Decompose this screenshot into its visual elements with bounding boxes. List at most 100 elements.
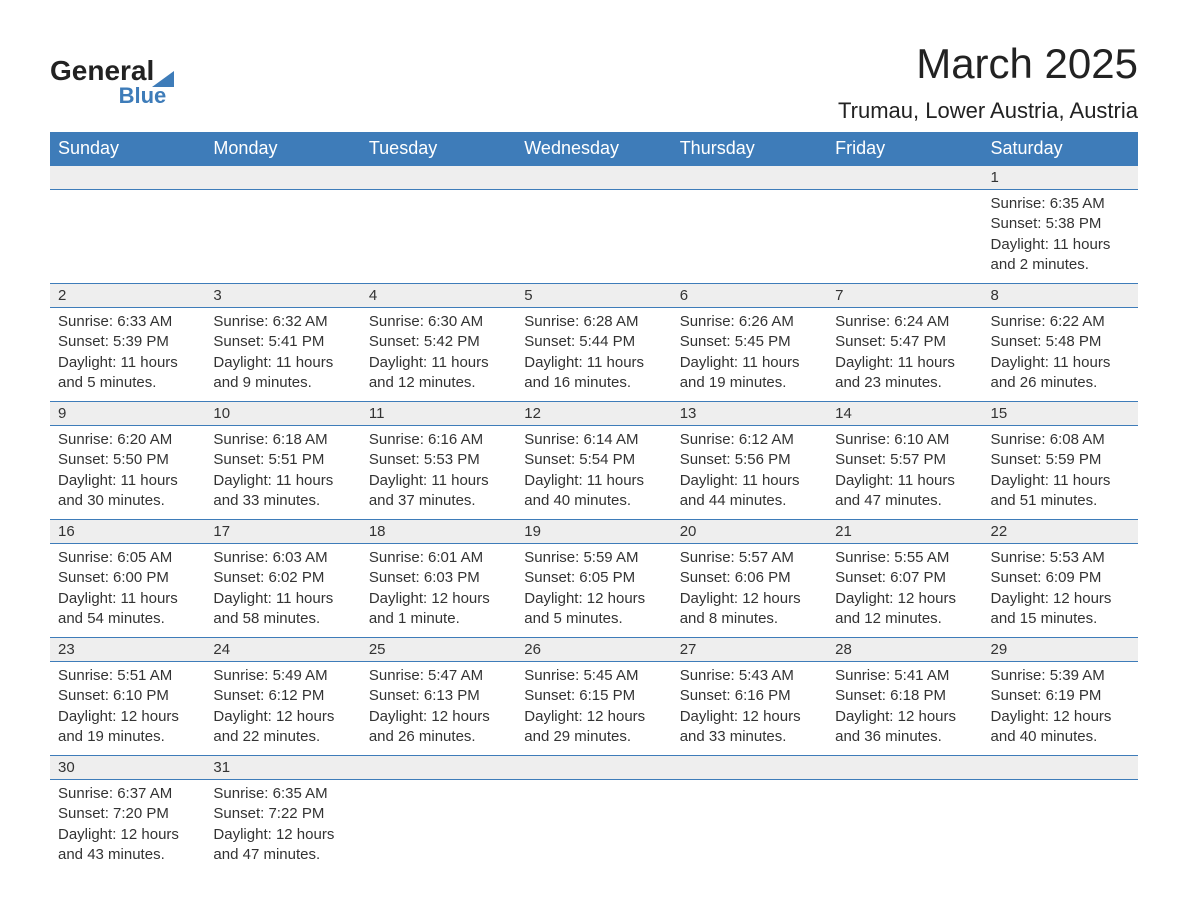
day-content-cell: Sunrise: 5:49 AMSunset: 6:12 PMDaylight:… bbox=[205, 662, 360, 756]
day-number-cell: 8 bbox=[983, 284, 1138, 308]
sunset-value: Sunset: 6:10 PM bbox=[58, 686, 197, 706]
sunrise-value: Sunrise: 5:45 AM bbox=[524, 666, 663, 686]
day-number-cell: 19 bbox=[516, 520, 671, 544]
sunrise-value: Sunrise: 6:03 AM bbox=[213, 548, 352, 568]
day-header-friday: Friday bbox=[827, 132, 982, 166]
sunrise-value: Sunrise: 6:28 AM bbox=[524, 312, 663, 332]
day-content-cell: Sunrise: 6:24 AMSunset: 5:47 PMDaylight:… bbox=[827, 308, 982, 402]
logo-line1: General bbox=[50, 55, 174, 87]
day-content-cell: Sunrise: 5:53 AMSunset: 6:09 PMDaylight:… bbox=[983, 544, 1138, 638]
day-header-saturday: Saturday bbox=[983, 132, 1138, 166]
day-number-cell bbox=[361, 166, 516, 190]
daylight-value: Daylight: 11 hours and 47 minutes. bbox=[835, 471, 974, 512]
sunrise-value: Sunrise: 5:39 AM bbox=[991, 666, 1130, 686]
sunset-value: Sunset: 5:59 PM bbox=[991, 450, 1130, 470]
sunrise-value: Sunrise: 6:05 AM bbox=[58, 548, 197, 568]
day-content-cell: Sunrise: 5:45 AMSunset: 6:15 PMDaylight:… bbox=[516, 662, 671, 756]
daylight-value: Daylight: 11 hours and 54 minutes. bbox=[58, 589, 197, 630]
week-3-content-row: Sunrise: 6:05 AMSunset: 6:00 PMDaylight:… bbox=[50, 544, 1138, 638]
daylight-value: Daylight: 11 hours and 12 minutes. bbox=[369, 353, 508, 394]
daylight-value: Daylight: 11 hours and 2 minutes. bbox=[991, 235, 1130, 276]
day-header-thursday: Thursday bbox=[672, 132, 827, 166]
daylight-value: Daylight: 12 hours and 47 minutes. bbox=[213, 825, 352, 866]
daylight-value: Daylight: 11 hours and 5 minutes. bbox=[58, 353, 197, 394]
sunset-value: Sunset: 5:57 PM bbox=[835, 450, 974, 470]
day-content-cell bbox=[827, 190, 982, 284]
daylight-value: Daylight: 12 hours and 8 minutes. bbox=[680, 589, 819, 630]
sunset-value: Sunset: 6:05 PM bbox=[524, 568, 663, 588]
day-content-cell: Sunrise: 6:30 AMSunset: 5:42 PMDaylight:… bbox=[361, 308, 516, 402]
week-1-content-row: Sunrise: 6:33 AMSunset: 5:39 PMDaylight:… bbox=[50, 308, 1138, 402]
day-number-cell: 14 bbox=[827, 402, 982, 426]
day-number-cell bbox=[672, 756, 827, 780]
logo: General Blue bbox=[50, 55, 174, 109]
sunrise-value: Sunrise: 5:57 AM bbox=[680, 548, 819, 568]
sunrise-value: Sunrise: 6:35 AM bbox=[991, 194, 1130, 214]
sunrise-value: Sunrise: 6:24 AM bbox=[835, 312, 974, 332]
daylight-value: Daylight: 11 hours and 16 minutes. bbox=[524, 353, 663, 394]
sunrise-value: Sunrise: 6:37 AM bbox=[58, 784, 197, 804]
sunset-value: Sunset: 6:07 PM bbox=[835, 568, 974, 588]
day-content-cell bbox=[361, 780, 516, 874]
day-number-cell: 9 bbox=[50, 402, 205, 426]
sunrise-value: Sunrise: 6:32 AM bbox=[213, 312, 352, 332]
sunset-value: Sunset: 6:19 PM bbox=[991, 686, 1130, 706]
day-number-cell: 2 bbox=[50, 284, 205, 308]
day-number-cell: 22 bbox=[983, 520, 1138, 544]
day-content-cell: Sunrise: 6:03 AMSunset: 6:02 PMDaylight:… bbox=[205, 544, 360, 638]
week-4-number-row: 23242526272829 bbox=[50, 638, 1138, 662]
week-0-content-row: Sunrise: 6:35 AMSunset: 5:38 PMDaylight:… bbox=[50, 190, 1138, 284]
day-content-cell: Sunrise: 5:57 AMSunset: 6:06 PMDaylight:… bbox=[672, 544, 827, 638]
sunset-value: Sunset: 5:41 PM bbox=[213, 332, 352, 352]
day-number-cell: 5 bbox=[516, 284, 671, 308]
sunrise-value: Sunrise: 6:33 AM bbox=[58, 312, 197, 332]
sunset-value: Sunset: 6:15 PM bbox=[524, 686, 663, 706]
day-number-cell: 1 bbox=[983, 166, 1138, 190]
day-content-cell: Sunrise: 5:51 AMSunset: 6:10 PMDaylight:… bbox=[50, 662, 205, 756]
sunrise-value: Sunrise: 6:20 AM bbox=[58, 430, 197, 450]
day-content-cell: Sunrise: 6:16 AMSunset: 5:53 PMDaylight:… bbox=[361, 426, 516, 520]
day-content-cell bbox=[672, 780, 827, 874]
daylight-value: Daylight: 12 hours and 1 minute. bbox=[369, 589, 508, 630]
day-number-cell: 26 bbox=[516, 638, 671, 662]
sunrise-value: Sunrise: 6:10 AM bbox=[835, 430, 974, 450]
daylight-value: Daylight: 12 hours and 15 minutes. bbox=[991, 589, 1130, 630]
sunrise-value: Sunrise: 5:47 AM bbox=[369, 666, 508, 686]
day-number-cell: 3 bbox=[205, 284, 360, 308]
day-number-cell: 10 bbox=[205, 402, 360, 426]
day-number-cell bbox=[516, 166, 671, 190]
sunrise-value: Sunrise: 5:51 AM bbox=[58, 666, 197, 686]
day-number-cell: 12 bbox=[516, 402, 671, 426]
daylight-value: Daylight: 12 hours and 22 minutes. bbox=[213, 707, 352, 748]
week-2-content-row: Sunrise: 6:20 AMSunset: 5:50 PMDaylight:… bbox=[50, 426, 1138, 520]
day-number-cell: 23 bbox=[50, 638, 205, 662]
sunset-value: Sunset: 6:18 PM bbox=[835, 686, 974, 706]
day-number-cell: 29 bbox=[983, 638, 1138, 662]
sunset-value: Sunset: 6:13 PM bbox=[369, 686, 508, 706]
day-content-cell: Sunrise: 6:33 AMSunset: 5:39 PMDaylight:… bbox=[50, 308, 205, 402]
calendar-body: 1 Sunrise: 6:35 AMSunset: 5:38 PMDayligh… bbox=[50, 166, 1138, 874]
day-content-cell: Sunrise: 6:12 AMSunset: 5:56 PMDaylight:… bbox=[672, 426, 827, 520]
day-content-cell: Sunrise: 6:05 AMSunset: 6:00 PMDaylight:… bbox=[50, 544, 205, 638]
sunrise-value: Sunrise: 6:14 AM bbox=[524, 430, 663, 450]
sunset-value: Sunset: 5:39 PM bbox=[58, 332, 197, 352]
day-content-cell bbox=[672, 190, 827, 284]
day-content-cell: Sunrise: 6:35 AMSunset: 7:22 PMDaylight:… bbox=[205, 780, 360, 874]
sunset-value: Sunset: 5:48 PM bbox=[991, 332, 1130, 352]
sunset-value: Sunset: 5:38 PM bbox=[991, 214, 1130, 234]
sunset-value: Sunset: 5:42 PM bbox=[369, 332, 508, 352]
daylight-value: Daylight: 11 hours and 33 minutes. bbox=[213, 471, 352, 512]
day-content-cell: Sunrise: 6:08 AMSunset: 5:59 PMDaylight:… bbox=[983, 426, 1138, 520]
logo-text-general: General bbox=[50, 55, 154, 86]
day-content-cell: Sunrise: 6:26 AMSunset: 5:45 PMDaylight:… bbox=[672, 308, 827, 402]
daylight-value: Daylight: 11 hours and 51 minutes. bbox=[991, 471, 1130, 512]
location-text: Trumau, Lower Austria, Austria bbox=[838, 98, 1138, 124]
sunset-value: Sunset: 5:56 PM bbox=[680, 450, 819, 470]
day-number-cell bbox=[516, 756, 671, 780]
sunrise-value: Sunrise: 6:18 AM bbox=[213, 430, 352, 450]
day-content-cell bbox=[361, 190, 516, 284]
day-number-cell: 17 bbox=[205, 520, 360, 544]
day-number-cell: 18 bbox=[361, 520, 516, 544]
sunset-value: Sunset: 5:44 PM bbox=[524, 332, 663, 352]
daylight-value: Daylight: 11 hours and 9 minutes. bbox=[213, 353, 352, 394]
